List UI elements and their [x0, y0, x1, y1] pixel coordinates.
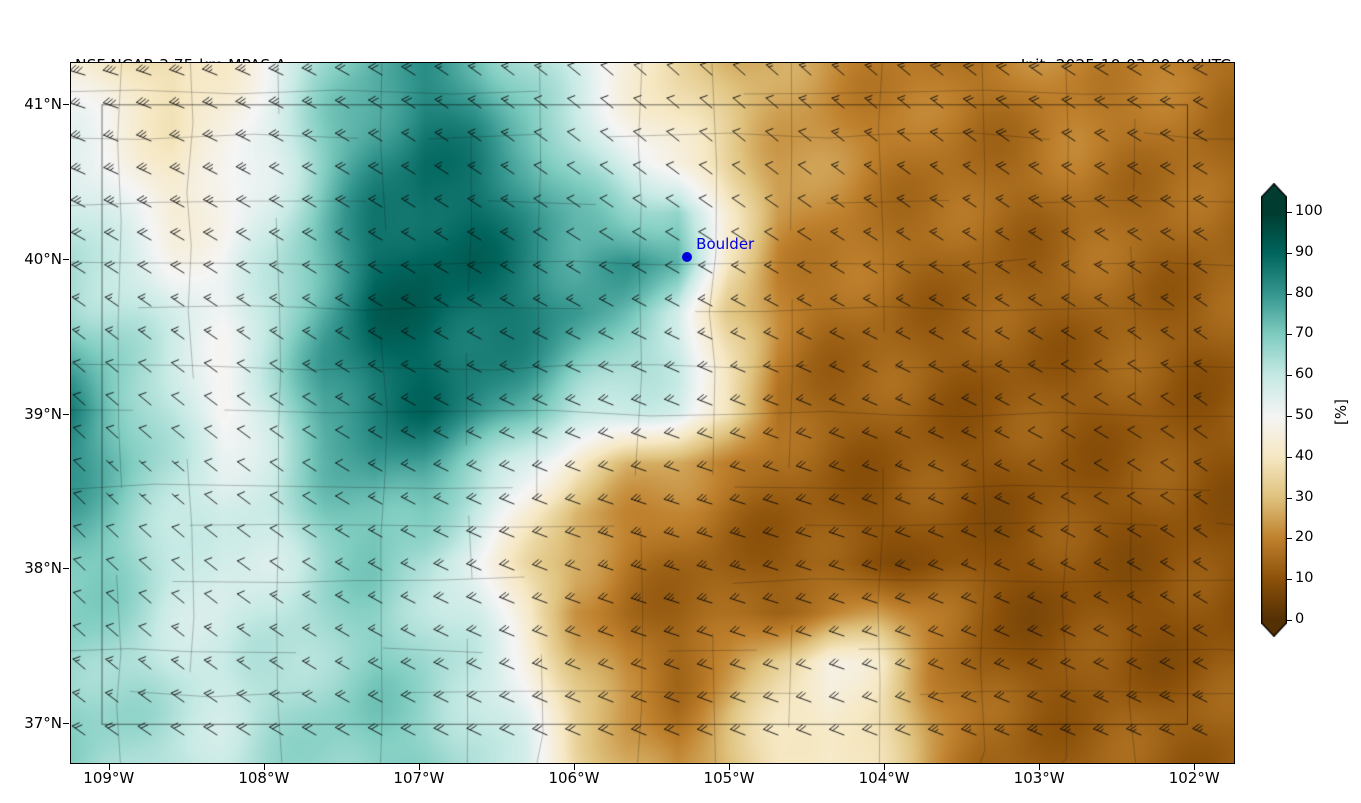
colorbar-tick-label: 20: [1295, 529, 1314, 546]
y-axis-tick: [63, 723, 69, 725]
y-axis-tick: [63, 413, 69, 415]
y-axis-tick-label: 41°N: [24, 94, 62, 113]
y-axis-tick-label: 38°N: [24, 559, 62, 578]
colorbar-tick-label: 10: [1295, 570, 1314, 587]
colorbar-tick-label: 50: [1295, 407, 1314, 423]
x-axis-tick-label: 109°W: [83, 769, 135, 787]
x-axis-tick-label: 107°W: [393, 769, 445, 787]
colorbar-unit-label: [%]: [1332, 399, 1350, 425]
x-axis-tick-label: 106°W: [548, 769, 600, 787]
colorbar-tick-label: 40: [1295, 447, 1314, 464]
colorbar-tick: [1287, 293, 1292, 295]
colorbar-tick-label: 100: [1295, 203, 1323, 219]
y-axis-tick-label: 40°N: [24, 249, 62, 268]
x-axis-tick-label: 104°W: [858, 769, 910, 787]
colorbar-tick: [1287, 538, 1292, 540]
x-axis-tick-label: 103°W: [1013, 769, 1065, 787]
x-axis-tick-label: 108°W: [238, 769, 290, 787]
colorbar-tick: [1287, 456, 1292, 458]
colorbar-tick-label: 80: [1295, 284, 1314, 301]
x-axis-tick-label: 105°W: [703, 769, 755, 787]
boulder-marker-label: Boulder: [696, 235, 755, 254]
x-axis-tick: [108, 764, 110, 770]
colorbar-tick-label: 60: [1295, 366, 1314, 383]
colorbar-tick: [1287, 375, 1292, 377]
y-axis-tick: [63, 568, 69, 570]
x-axis-tick-label: 102°W: [1168, 769, 1220, 787]
y-axis-tick-label: 37°N: [24, 714, 62, 733]
x-axis-tick: [573, 764, 575, 770]
colorbar-tick: [1287, 334, 1292, 336]
colorbar-tick: [1287, 579, 1292, 581]
colorbar-tick: [1287, 416, 1292, 417]
x-axis-tick: [418, 764, 420, 770]
colorbar-tick: [1287, 497, 1292, 499]
colorbar-tick: [1287, 212, 1292, 213]
x-axis-tick: [1039, 764, 1041, 770]
y-axis-tick: [63, 103, 69, 105]
rh-wind-map-canvas: [70, 62, 1235, 764]
x-axis-tick: [729, 764, 731, 770]
colorbar: [1261, 183, 1287, 637]
x-axis-tick: [884, 764, 886, 770]
colorbar-tick-label: 30: [1295, 488, 1314, 505]
colorbar-tick: [1287, 620, 1292, 621]
colorbar-tick-label: 90: [1295, 243, 1314, 260]
x-axis-tick: [263, 764, 265, 770]
y-axis-tick-label: 39°N: [24, 404, 62, 423]
colorbar-tick-label: 70: [1295, 325, 1314, 342]
boulder-marker-dot: [682, 252, 693, 263]
x-axis-tick: [1194, 764, 1196, 770]
colorbar-tick-label: 0: [1295, 611, 1305, 627]
colorbar-tick: [1287, 252, 1292, 254]
y-axis-tick: [63, 258, 69, 260]
